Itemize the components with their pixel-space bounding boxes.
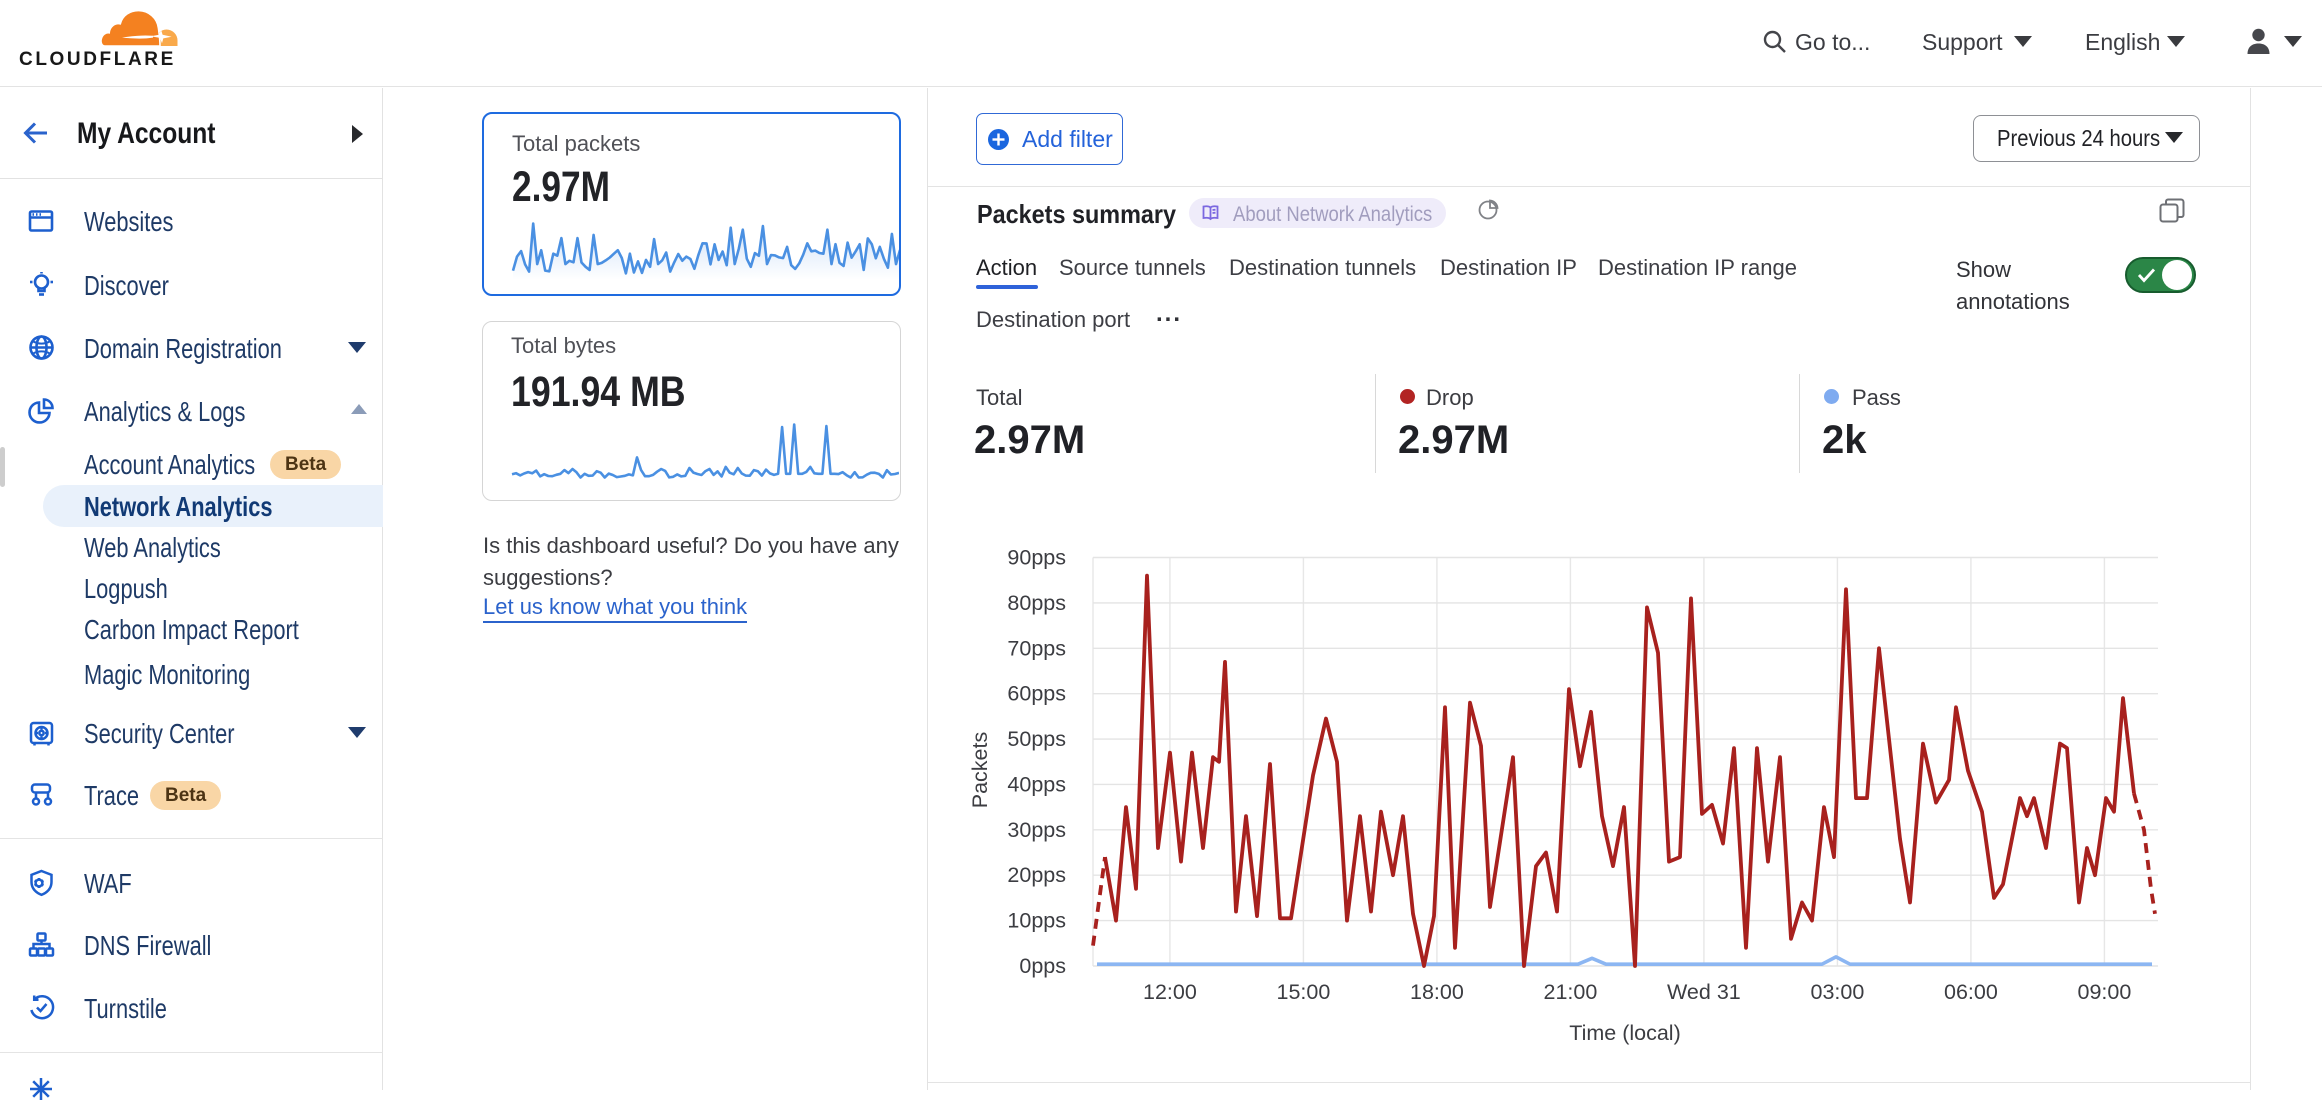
svg-text:50pps: 50pps: [1007, 727, 1066, 751]
svg-text:21:00: 21:00: [1543, 980, 1597, 1004]
svg-text:09:00: 09:00: [2077, 980, 2131, 1004]
svg-text:70pps: 70pps: [1007, 636, 1066, 660]
svg-text:80pps: 80pps: [1007, 591, 1066, 615]
svg-text:20pps: 20pps: [1007, 863, 1066, 887]
svg-text:10pps: 10pps: [1007, 909, 1066, 933]
svg-text:Wed 31: Wed 31: [1667, 980, 1741, 1004]
svg-text:60pps: 60pps: [1007, 682, 1066, 706]
svg-text:12:00: 12:00: [1143, 980, 1197, 1004]
svg-text:18:00: 18:00: [1410, 980, 1464, 1004]
svg-text:15:00: 15:00: [1276, 980, 1330, 1004]
svg-text:06:00: 06:00: [1944, 980, 1998, 1004]
svg-text:30pps: 30pps: [1007, 818, 1066, 842]
svg-text:03:00: 03:00: [1810, 980, 1864, 1004]
svg-text:40pps: 40pps: [1007, 772, 1066, 796]
svg-text:0pps: 0pps: [1019, 954, 1066, 978]
svg-text:Packets: Packets: [968, 732, 992, 808]
svg-text:Time (local): Time (local): [1569, 1021, 1681, 1045]
svg-text:90pps: 90pps: [1007, 546, 1066, 570]
